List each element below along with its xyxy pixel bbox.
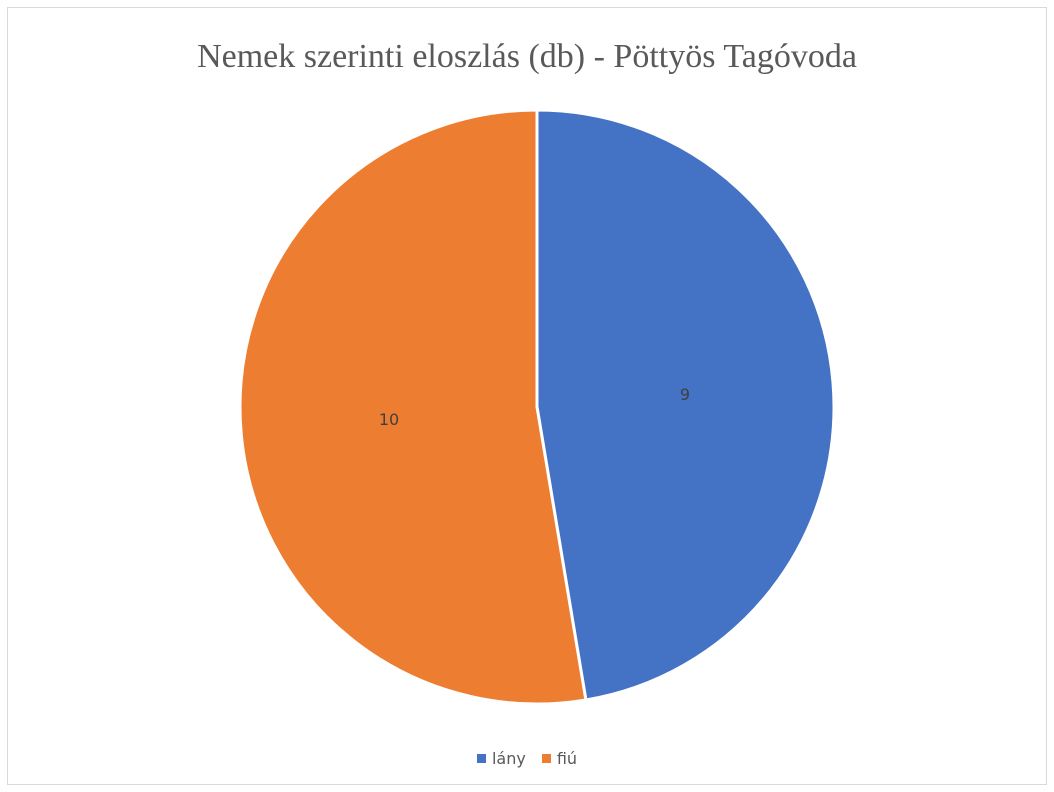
pie-slice-lany — [535, 108, 836, 702]
legend-item-lany: lány — [476, 749, 526, 768]
pie-slice-fiu — [238, 108, 588, 706]
pie-slices — [238, 108, 836, 706]
data-label-lany: 9 — [680, 385, 690, 404]
legend-item-fiu: fiú — [541, 749, 578, 768]
pie-data-labels: 9 10 — [379, 385, 690, 429]
legend-label-lany: lány — [491, 749, 526, 768]
chart-title: Nemek szerinti eloszlás (db) - Pöttyös T… — [197, 38, 857, 75]
data-label-fiu: 10 — [379, 410, 399, 429]
legend-swatch-fiu — [541, 754, 551, 763]
legend-label-fiu: fiú — [556, 749, 578, 768]
legend: lány fiú — [0, 749, 1054, 768]
legend-swatch-lany — [476, 754, 486, 763]
